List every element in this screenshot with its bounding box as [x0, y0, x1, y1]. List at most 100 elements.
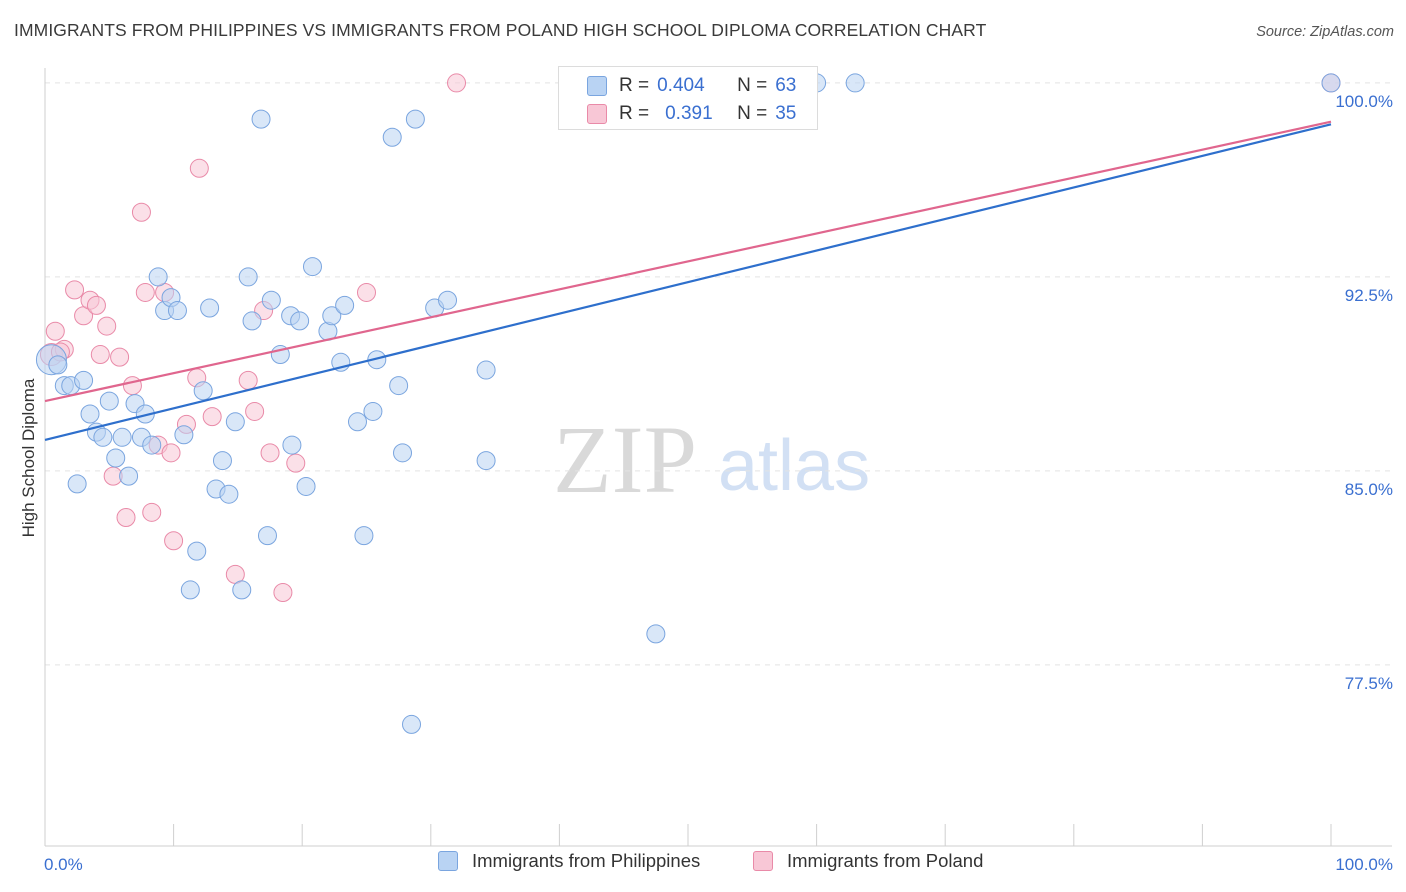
data-point-poland [357, 282, 376, 302]
watermark: ZIP atlas [553, 406, 870, 513]
legend-swatch-pink [587, 104, 607, 124]
data-point-philippines [363, 401, 383, 421]
series-legend-philippines: Immigrants from Philippines [438, 850, 700, 872]
legend-row-poland: R = 0.391 N = 35 [587, 101, 796, 127]
legend-swatch-blue [587, 76, 607, 96]
data-point-poland [245, 401, 265, 421]
data-point-poland [202, 407, 222, 427]
data-point-philippines [261, 290, 281, 310]
data-point-philippines [67, 474, 87, 494]
legend-swatch-pink [753, 851, 773, 871]
data-point-poland [90, 345, 110, 365]
data-point-philippines [74, 370, 94, 390]
data-point-philippines [282, 435, 302, 455]
data-point-philippines [212, 451, 232, 471]
data-point-philippines [225, 412, 245, 432]
data-point-philippines [238, 267, 258, 287]
data-point-philippines [335, 295, 355, 315]
data-point-philippines [219, 484, 239, 504]
data-point-philippines [402, 714, 422, 734]
data-point-poland [122, 376, 142, 396]
data-point-poland [110, 347, 130, 367]
data-point-philippines [180, 580, 200, 600]
legend-series-label: Immigrants from Poland [787, 850, 984, 871]
data-point-poland [238, 370, 258, 390]
legend-r-label: R = [619, 103, 650, 124]
legend-n-label: N = [737, 75, 768, 96]
data-point-poland [273, 583, 293, 603]
watermark-zip: ZIP [553, 406, 697, 513]
trend-line-philippines [44, 123, 1332, 441]
data-point-philippines [106, 448, 126, 468]
data-point-philippines [405, 109, 425, 129]
chart-title: IMMIGRANTS FROM PHILIPPINES VS IMMIGRANT… [14, 20, 987, 40]
legend-row-philippines: R = 0.404 N = 63 [587, 73, 796, 99]
data-point-poland [260, 443, 280, 463]
data-point-philippines [167, 301, 187, 321]
data-point-philippines [438, 290, 458, 310]
y-tick-label: 100.0% [1335, 92, 1393, 111]
data-point-philippines [112, 427, 132, 447]
data-point-poland [131, 202, 151, 222]
data-point-philippines [257, 526, 277, 546]
data-point-philippines [476, 360, 496, 380]
data-point-philippines [389, 376, 409, 396]
data-point-philippines [48, 355, 68, 375]
data-point-philippines [174, 425, 194, 445]
data-point-poland [45, 321, 65, 341]
watermark-atlas: atlas [718, 426, 870, 506]
y-tick-label: 85.0% [1345, 480, 1393, 499]
data-point-poland [65, 280, 85, 300]
data-point-philippines [232, 580, 252, 600]
data-point-philippines [646, 624, 666, 644]
data-point-philippines [148, 267, 168, 287]
data-point-poland [142, 502, 162, 522]
data-point-philippines [393, 443, 413, 463]
data-point-poland [161, 443, 181, 463]
data-point-philippines [142, 435, 162, 455]
legend-r-value: 0.391 [665, 103, 713, 124]
x-tick-label: 100.0% [1335, 855, 1393, 874]
data-point-philippines [322, 306, 342, 326]
data-point-philippines [200, 298, 220, 318]
data-point-philippines [193, 381, 213, 401]
legend-n-label: N = [737, 103, 768, 124]
correlation-legend: R = 0.404 N = 63 R = 0.391 N = 35 [558, 66, 818, 130]
data-point-poland [189, 158, 209, 178]
x-tick-label: 0.0% [44, 855, 83, 874]
data-point-philippines [93, 427, 113, 447]
data-point-philippines [119, 466, 139, 486]
data-point-philippines [187, 541, 207, 561]
legend-n-value: 63 [775, 75, 797, 96]
legend-r-label: R = [619, 75, 650, 96]
data-point-philippines [80, 404, 100, 424]
data-point-philippines [296, 476, 316, 496]
data-point-poland [97, 316, 117, 336]
y-tick-label: 92.5% [1345, 286, 1393, 305]
legend-n-value: 35 [775, 103, 797, 124]
data-point-philippines [845, 73, 865, 93]
data-point-poland [447, 73, 467, 93]
legend-r-value: 0.404 [657, 75, 705, 96]
y-axis-title: High School Diploma [19, 378, 38, 537]
legend-swatch-blue [438, 851, 458, 871]
data-point-poland [135, 282, 155, 302]
data-point-poland [116, 507, 136, 527]
data-point-philippines [242, 311, 262, 331]
data-point-philippines [302, 257, 322, 277]
legend-series-label: Immigrants from Philippines [472, 850, 701, 871]
data-point-poland [86, 295, 106, 315]
data-point-philippines [251, 109, 271, 129]
trend-line-poland [44, 120, 1332, 403]
data-point-philippines [99, 391, 119, 411]
data-point-philippines [382, 127, 402, 147]
data-point-philippines [1321, 73, 1341, 93]
data-point-poland [286, 453, 306, 473]
y-tick-label: 77.5% [1345, 674, 1393, 693]
data-point-poland [164, 531, 184, 551]
data-point-philippines [347, 412, 367, 432]
data-point-philippines [354, 526, 374, 546]
data-point-philippines [476, 451, 496, 471]
data-point-philippines [290, 311, 310, 331]
